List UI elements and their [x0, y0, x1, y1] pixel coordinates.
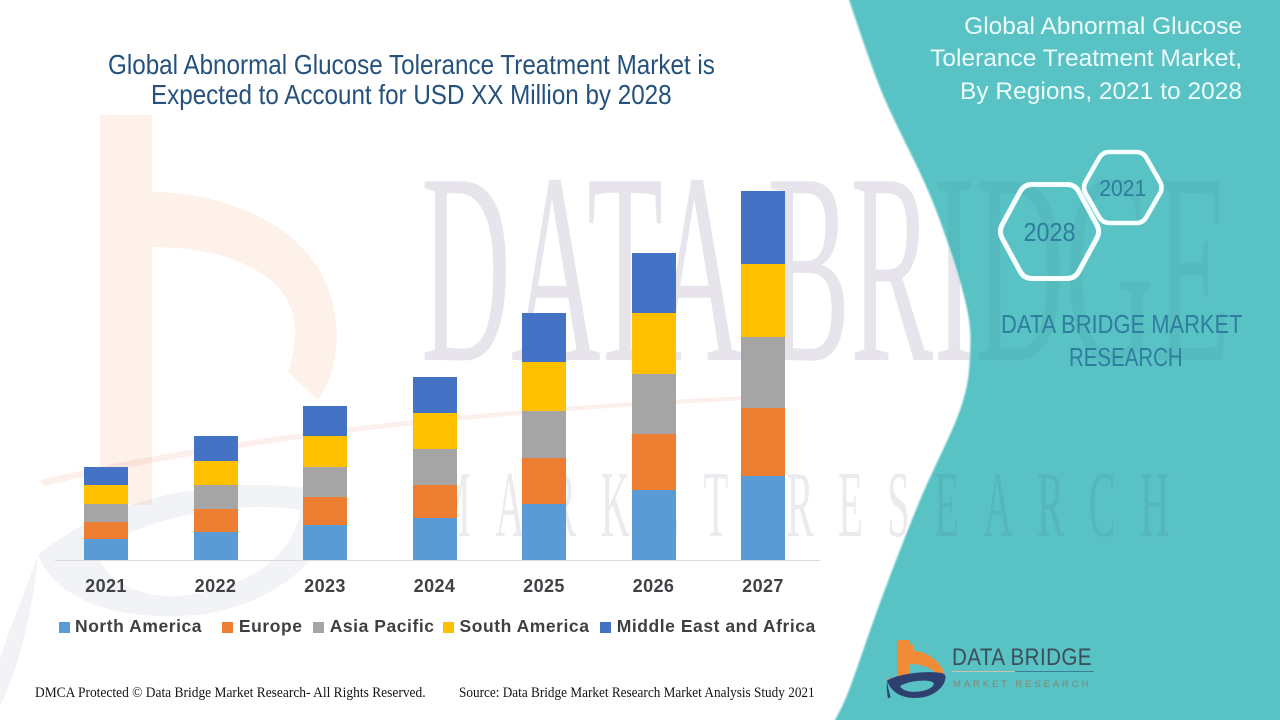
svg-text:2028: 2028	[1023, 219, 1075, 247]
svg-text:2021: 2021	[1099, 175, 1146, 201]
